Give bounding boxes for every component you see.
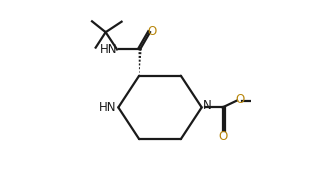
- Text: HN: HN: [100, 43, 118, 56]
- Text: O: O: [148, 25, 157, 38]
- Text: N: N: [203, 100, 212, 112]
- Text: HN: HN: [99, 101, 116, 114]
- Text: O: O: [235, 93, 244, 106]
- Text: O: O: [218, 130, 227, 143]
